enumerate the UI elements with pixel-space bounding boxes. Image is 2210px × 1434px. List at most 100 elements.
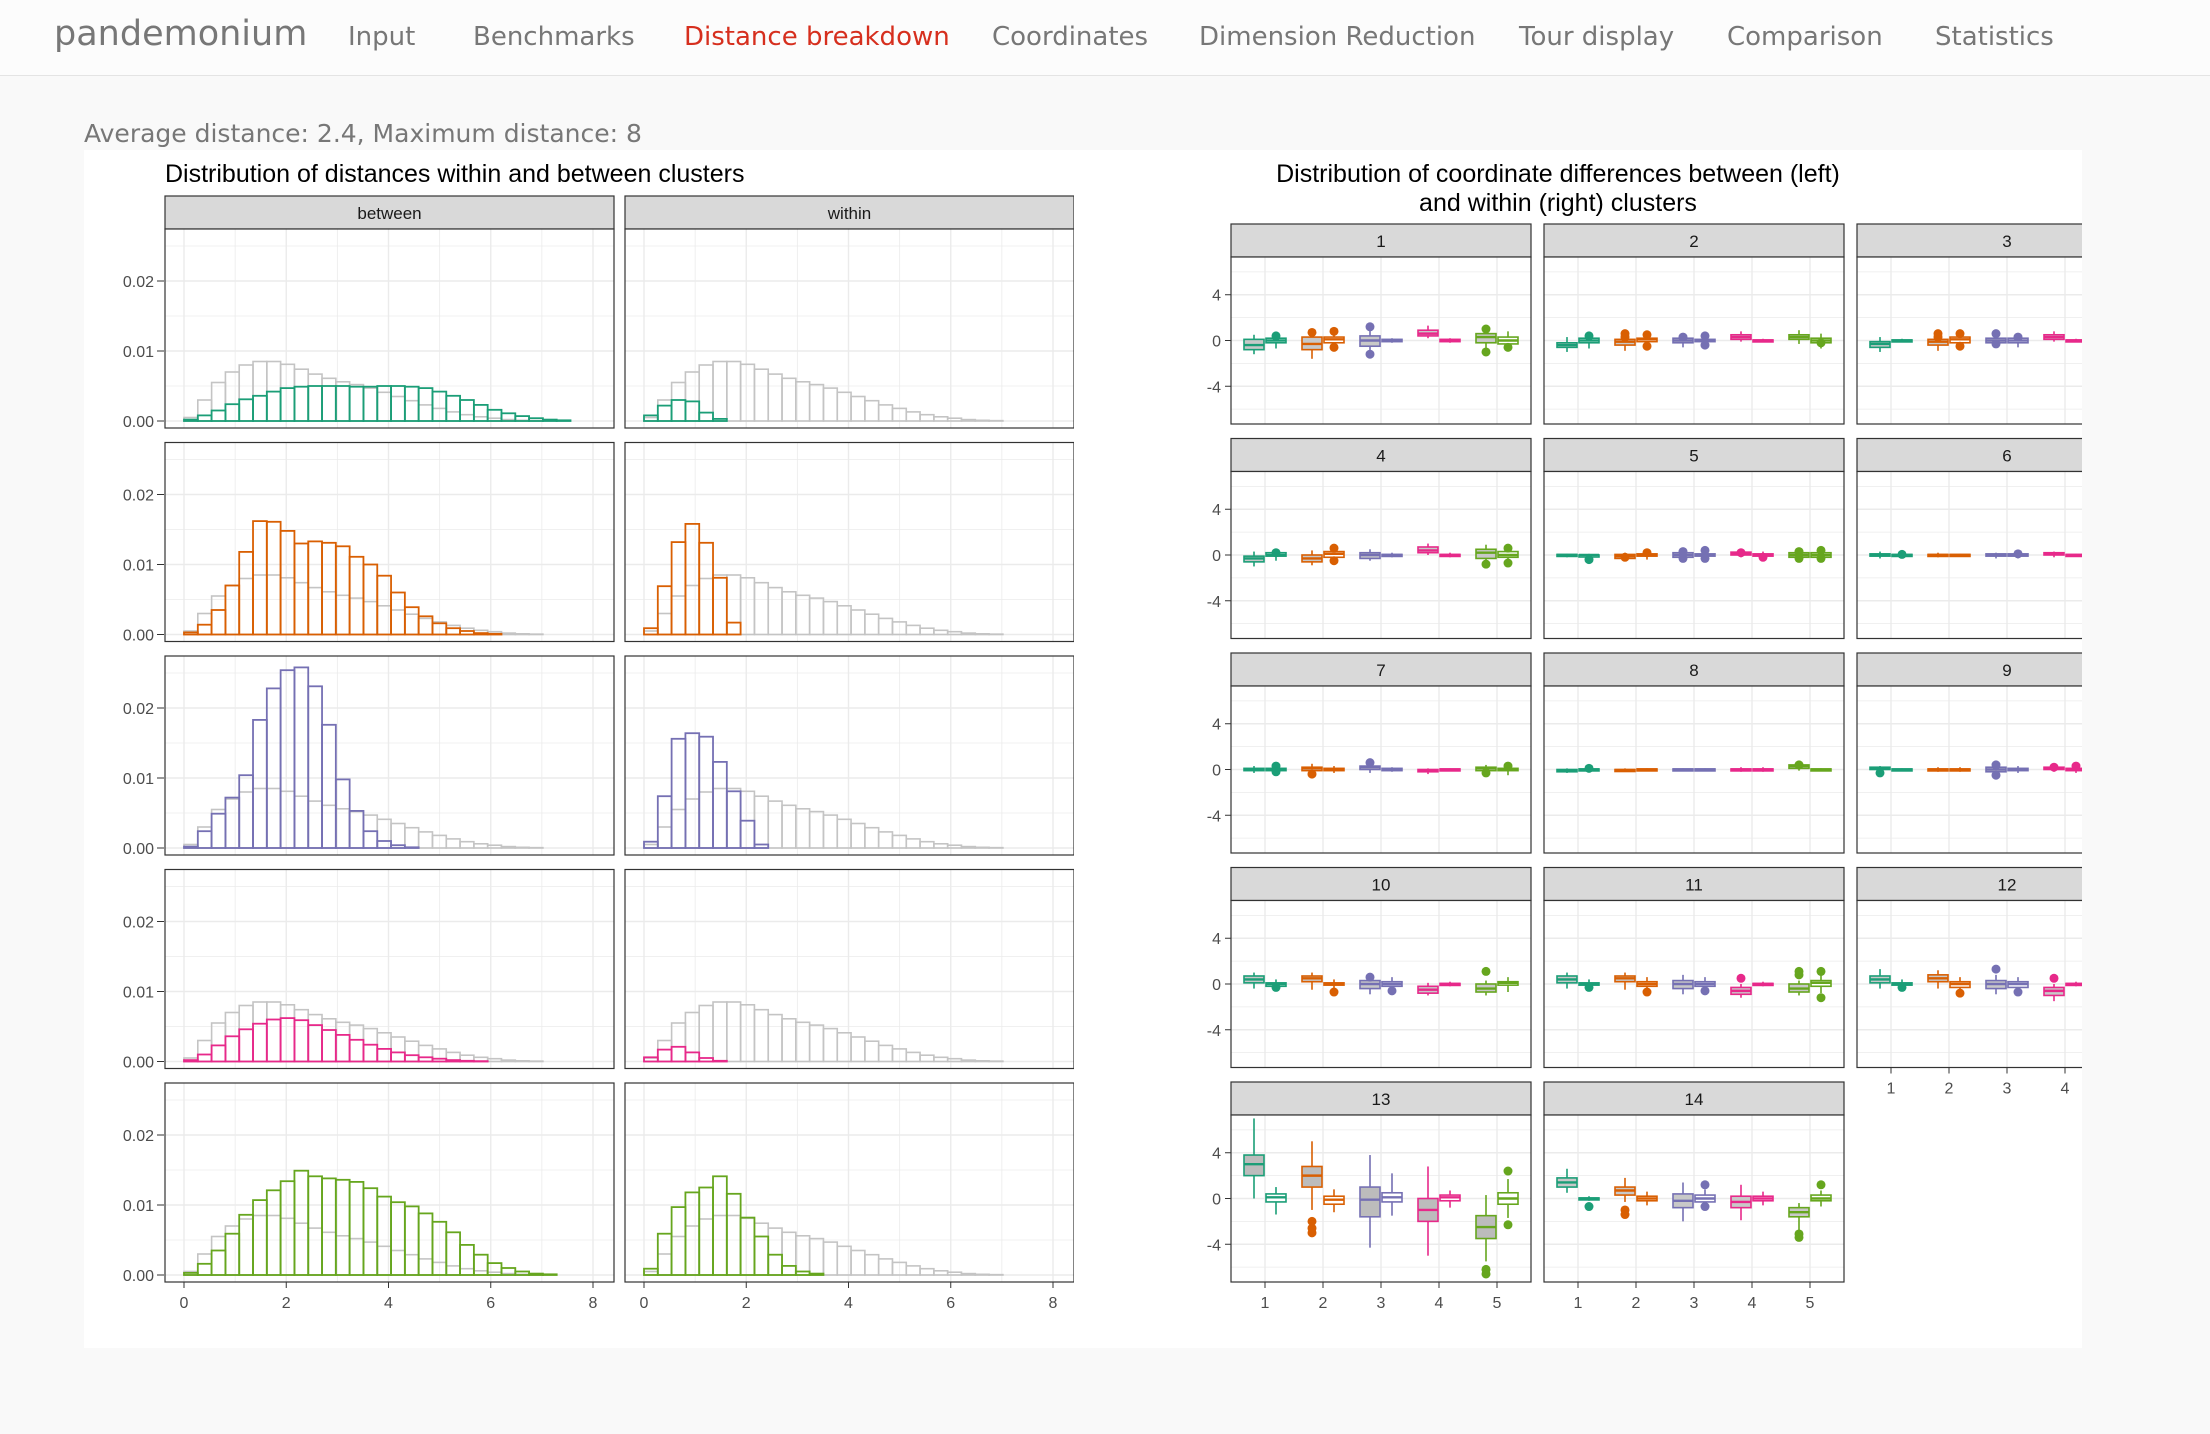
app-brand[interactable]: pandemonium xyxy=(54,14,308,54)
facet-strip-label: 2 xyxy=(1689,232,1698,251)
plot-panel: Distribution of distances within and bet… xyxy=(84,150,2082,1348)
boxplot-panel xyxy=(1543,256,1845,425)
box-outlier xyxy=(1736,548,1746,558)
box-outlier xyxy=(1700,986,1710,996)
histogram-bar-cluster xyxy=(712,417,728,422)
box-outlier xyxy=(1700,553,1710,563)
box-outlier xyxy=(1620,552,1630,562)
histogram-bar-cluster xyxy=(712,1059,728,1063)
facet-strip xyxy=(1856,866,2082,902)
boxplot-panel xyxy=(1543,470,1845,640)
box-outlier xyxy=(1271,982,1281,992)
box-outlier xyxy=(1794,547,1804,557)
box-outlier xyxy=(1816,993,1826,1003)
nav-comparison[interactable]: Comparison xyxy=(1727,22,1883,52)
nav-statistics[interactable]: Statistics xyxy=(1935,22,2054,52)
box-outlier xyxy=(1816,338,1826,348)
box-outlier xyxy=(1387,986,1397,996)
y-tick-label: -4 xyxy=(1207,594,1221,611)
nav-benchmarks[interactable]: Benchmarks xyxy=(473,22,635,52)
histogram-bar-overall xyxy=(960,632,977,636)
boxplot-panel xyxy=(1543,685,1845,854)
x-tick-label: 3 xyxy=(1690,1295,1699,1312)
y-tick-label: 0 xyxy=(1212,548,1221,565)
y-tick-label: 0.00 xyxy=(123,628,154,645)
panel-border xyxy=(624,655,1074,856)
panel-border xyxy=(1543,685,1845,854)
box-outlier xyxy=(1307,1216,1317,1226)
y-tick-label: 4 xyxy=(1212,717,1221,734)
y-tick-label: -4 xyxy=(1207,379,1221,396)
y-tick-label: 0.02 xyxy=(123,488,154,505)
histogram-panel xyxy=(164,228,615,429)
facet-strip-label: 6 xyxy=(2002,447,2011,466)
y-tick-label: -4 xyxy=(1207,808,1221,825)
box-outlier xyxy=(1271,331,1281,341)
boxplot-panel xyxy=(1856,470,2082,640)
x-tick-label: 2 xyxy=(1319,1295,1328,1312)
nav-input[interactable]: Input xyxy=(348,22,416,52)
y-tick-label: 0 xyxy=(1212,763,1221,780)
histogram-bar-cluster xyxy=(472,632,489,636)
box-outlier xyxy=(1794,553,1804,563)
y-tick-label: 4 xyxy=(1212,288,1221,305)
facet-strip-label: 3 xyxy=(2002,232,2011,251)
histogram-bar-cluster xyxy=(403,846,420,849)
panel-border xyxy=(624,868,1074,1070)
histogram-bar-cluster xyxy=(486,632,503,636)
y-tick-label: 0.01 xyxy=(123,771,154,788)
histogram-panel xyxy=(164,868,615,1070)
histogram-panel xyxy=(624,1082,1074,1283)
histogram-bar-cluster xyxy=(541,1273,558,1276)
nav-dimension-reduction[interactable]: Dimension Reduction xyxy=(1199,22,1476,52)
histogram-bar-cluster xyxy=(362,830,379,849)
histogram-bar-cluster xyxy=(767,1253,783,1276)
histogram-bar-cluster xyxy=(781,1265,797,1276)
nav-coordinates[interactable]: Coordinates xyxy=(992,22,1149,52)
nav-distance-breakdown[interactable]: Distance breakdown xyxy=(684,22,950,52)
x-tick-label: 6 xyxy=(946,1295,955,1312)
y-tick-label: 0.01 xyxy=(123,344,154,361)
box-outlier xyxy=(1758,552,1768,562)
x-tick-label: 5 xyxy=(1493,1295,1502,1312)
x-tick-label: 8 xyxy=(1049,1295,1058,1312)
box-outlier xyxy=(1329,556,1339,566)
histogram-panel xyxy=(624,868,1074,1070)
boxplot-panel xyxy=(1230,685,1532,854)
histogram-bar-cluster xyxy=(739,819,756,849)
histogram-bar-overall xyxy=(974,632,990,636)
histogram-panel xyxy=(164,1082,615,1283)
facet-strip xyxy=(624,195,1074,230)
y-tick-label: 0.02 xyxy=(123,274,154,291)
histogram-bar-overall xyxy=(960,418,977,422)
panel-background xyxy=(165,1083,614,1282)
histogram-bar-cluster xyxy=(445,1059,461,1063)
box-outlier xyxy=(1736,973,1746,983)
box-outlier xyxy=(1816,1180,1826,1190)
box-outlier xyxy=(1700,331,1710,341)
box-outlier xyxy=(1584,982,1594,992)
box-outlier xyxy=(1897,549,1907,559)
facet-strip-label: 12 xyxy=(1998,876,2017,895)
box-outlier xyxy=(1955,988,1965,998)
histogram-bar-cluster xyxy=(698,411,714,422)
facet-strip-label: between xyxy=(357,204,421,223)
box-outlier xyxy=(1503,342,1513,352)
x-tick-label: 1 xyxy=(1261,1295,1270,1312)
x-tick-label: 4 xyxy=(1435,1295,1444,1312)
histogram-bar-overall xyxy=(974,1273,990,1276)
box-outlier xyxy=(1481,768,1491,778)
panel-border xyxy=(1543,470,1845,640)
facet-strip xyxy=(1856,652,2082,687)
box-outlier xyxy=(1271,548,1281,558)
panel-border xyxy=(1856,685,2082,854)
y-tick-label: 0.01 xyxy=(123,1198,154,1215)
panel-background xyxy=(625,656,1074,855)
box-outlier xyxy=(1816,966,1826,976)
panel-background xyxy=(625,442,1074,642)
box-outlier xyxy=(1481,347,1491,357)
histogram-bar-cluster xyxy=(698,1057,714,1063)
nav-tour-display[interactable]: Tour display xyxy=(1519,22,1675,52)
box-outlier xyxy=(1620,332,1630,342)
box-outlier xyxy=(1365,758,1375,768)
